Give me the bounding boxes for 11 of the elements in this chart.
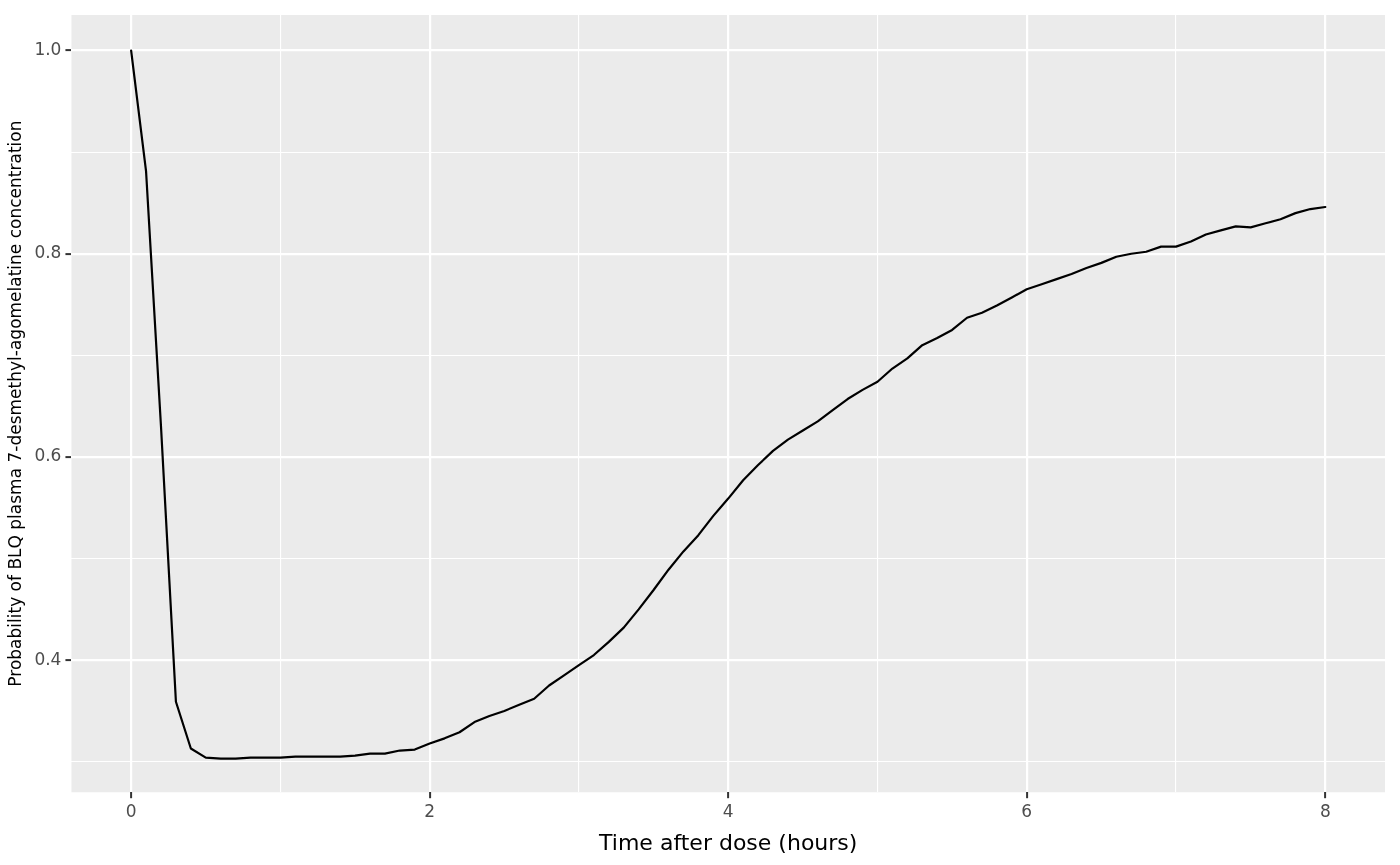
- x-tick-label: 6: [1021, 800, 1033, 821]
- y-tick-label: 1.0: [34, 38, 62, 59]
- y-tick-label: 0.8: [34, 242, 62, 263]
- x-axis-title: Time after dose (hours): [598, 829, 858, 855]
- y-tick-label: 0.6: [34, 445, 62, 466]
- x-tick-label: 8: [1319, 800, 1331, 821]
- x-tick-label: 4: [722, 800, 734, 821]
- x-tick-label: 0: [125, 800, 137, 821]
- y-tick-label: 0.4: [34, 648, 62, 669]
- y-axis-title: Probability of BLQ plasma 7-desmethyl-agomelatine concentration: [4, 120, 25, 687]
- x-tick-label: 2: [424, 800, 436, 821]
